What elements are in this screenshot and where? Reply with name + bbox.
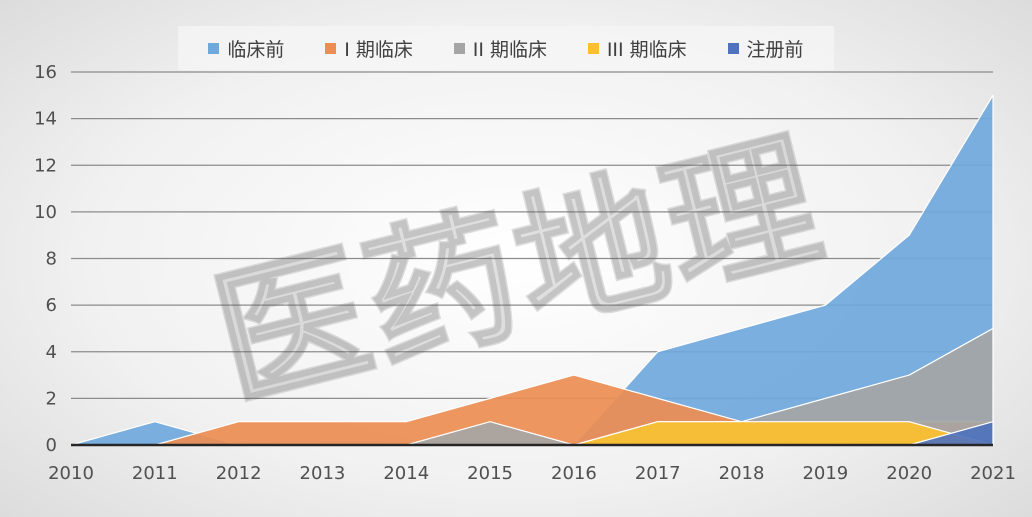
x-tick-label: 2017 (635, 463, 681, 484)
x-tick-label: 2016 (551, 463, 597, 484)
x-tick-label: 2013 (300, 463, 346, 484)
legend-swatch (208, 42, 220, 54)
x-tick-label: 2010 (48, 463, 94, 484)
y-tick-label: 12 (34, 155, 57, 176)
legend-label: 注册前 (746, 38, 804, 61)
legend-swatch (325, 42, 337, 54)
y-tick-label: 16 (34, 62, 57, 83)
legend-label: III 期临床 (606, 38, 687, 61)
legend-item: III 期临床 (587, 35, 687, 62)
y-tick-label: 8 (46, 249, 57, 270)
x-tick-label: 2020 (886, 463, 932, 484)
y-tick-label: 6 (46, 295, 57, 316)
x-tick-label: 2012 (216, 463, 262, 484)
x-tick-label: 2021 (970, 463, 1016, 484)
y-tick-label: 14 (34, 109, 57, 130)
y-tick-label: 0 (46, 435, 57, 456)
x-tick-label: 2018 (719, 463, 765, 484)
legend-swatch (587, 42, 599, 54)
legend-swatch (727, 42, 739, 54)
legend-item: II 期临床 (453, 35, 547, 62)
y-tick-label: 10 (34, 202, 57, 223)
legend-label: II 期临床 (472, 38, 547, 61)
legend-item: 临床前 (208, 35, 284, 62)
y-tick-label: 2 (46, 388, 57, 409)
legend-swatch (453, 42, 465, 54)
legend-label: 临床前 (227, 38, 285, 61)
legend-item: I 期临床 (325, 35, 413, 62)
x-tick-label: 2019 (802, 463, 848, 484)
x-tick-label: 2015 (467, 463, 513, 484)
legend-item: 注册前 (727, 35, 804, 62)
y-tick-label: 4 (46, 342, 57, 363)
x-tick-label: 2014 (383, 463, 429, 484)
x-tick-label: 2011 (132, 463, 178, 484)
chart-legend: 临床前 I 期临床 II 期临床 III 期临床 注册前 (178, 26, 834, 70)
legend-label: I 期临床 (344, 38, 413, 61)
